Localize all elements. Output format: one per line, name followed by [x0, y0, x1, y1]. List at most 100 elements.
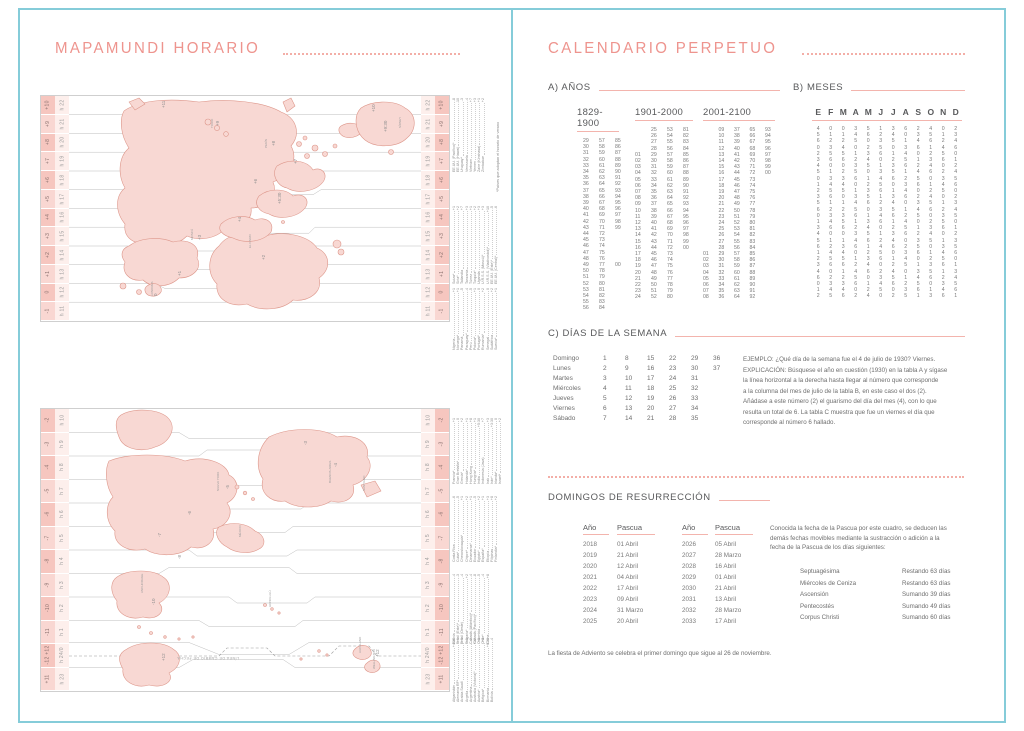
hour-label: h 8	[424, 463, 431, 472]
month-letter: A	[852, 107, 859, 117]
years-cell: 55	[667, 139, 673, 146]
dotted-filler	[477, 291, 481, 335]
month-code-cell: 6	[954, 287, 958, 294]
weekday-number: 7	[603, 415, 607, 422]
years-row: 15 43 71 99	[703, 164, 781, 170]
years-cell: 81	[599, 286, 605, 293]
years-cell: 86	[683, 158, 689, 165]
month-letter: D	[952, 107, 959, 117]
years-row: 32 60 88	[583, 157, 631, 163]
hour-cell: h 1	[421, 620, 435, 644]
years-row: 21 49 77	[703, 201, 781, 207]
years-cell: 42	[734, 158, 740, 165]
easter-cell: 17 Abril	[617, 585, 639, 592]
month-code-cell: 1	[854, 256, 858, 263]
dotted-filler	[485, 648, 489, 687]
hour-cell: h 2	[55, 597, 69, 621]
dotted-filler	[473, 645, 477, 671]
feast-name: Corpus Christi	[800, 614, 840, 622]
utc-offset-cell: +9	[41, 114, 55, 134]
years-cell: 15	[718, 164, 725, 171]
years-cell: 24	[635, 294, 641, 301]
hour-cell: h 24/0	[421, 644, 435, 668]
years-cell: 31	[651, 164, 657, 171]
city-label: BUENOS AIRES	[328, 461, 332, 483]
utc-offset-cell: -4	[41, 456, 55, 480]
months-row: 0 3 3 6 1 4 6 2 5 0 3 5	[812, 281, 962, 287]
utc-offset-label: +1	[439, 270, 445, 277]
landmass-india	[256, 189, 308, 218]
month-code-cell: 2	[941, 169, 945, 176]
hour-label: h 1	[58, 627, 65, 636]
month-code-cell: 0	[941, 194, 945, 201]
month-code-cell: 6	[854, 243, 858, 250]
years-group: 1829-1900 29 57 85 30 58 86 31 59 87 32 60 88 33 61 89 3…	[577, 107, 631, 312]
years-cell: 56	[734, 244, 740, 251]
timezone-row: h 19 +7	[421, 152, 449, 171]
years-row: 24 52 80	[703, 220, 781, 226]
years-cell: 07	[635, 189, 641, 196]
month-code-cell: 1	[941, 237, 945, 244]
years-cell: 66	[599, 193, 605, 200]
month-code-cell: 3	[879, 169, 883, 176]
timezone-row: -3 h 9	[41, 432, 69, 456]
dotted-filler	[464, 501, 468, 549]
island-ireland	[136, 289, 142, 295]
month-code-cell: 1	[954, 157, 958, 164]
weekday-name: Lunes	[553, 365, 571, 372]
hour-cell: h 16	[421, 208, 435, 228]
years-cell: 74	[749, 182, 756, 189]
years-cell: 04	[703, 269, 709, 276]
country-offset-entry: Zimbabue +2	[481, 98, 485, 172]
weekday-number: 32	[691, 385, 699, 392]
month-letter: M	[839, 107, 847, 117]
month-code-cell: 3	[854, 194, 858, 201]
month-code-cell: 5	[829, 256, 833, 263]
years-cell: 92	[683, 195, 689, 202]
years-cell: 77	[599, 262, 605, 269]
timezone-row: +4 h 16	[41, 208, 69, 228]
month-code-cell: 0	[916, 150, 920, 157]
utc-offset-cell: +3	[435, 227, 449, 246]
years-cell: 78	[749, 207, 756, 214]
years-cell: 91	[615, 175, 621, 182]
dotted-filler	[460, 102, 464, 157]
weekday-number: 21	[647, 415, 655, 422]
country-offset-entry: Finlandia* +2	[494, 496, 498, 562]
utc-offset-cell: +5	[435, 189, 449, 209]
timezone-row: h 3 -9	[421, 573, 449, 597]
years-cell: 67	[749, 139, 756, 146]
zone-offset-label: -6	[187, 511, 192, 515]
hour-label: h 8	[58, 463, 65, 472]
years-cell: 90	[683, 182, 689, 189]
years-cell: 60	[599, 156, 605, 163]
utc-offset-cell: -5	[435, 479, 449, 503]
country-offset-list: EE.UU. (Pacífico)* -8 EE.UU. (Hawai) -10 Uru…	[452, 98, 486, 172]
month-code-cell: 1	[841, 200, 845, 207]
zone-offset-label: 0	[153, 293, 158, 296]
years-cell: 68	[599, 206, 605, 213]
years-cell: 61	[734, 275, 740, 282]
timezone-row: h 11 -1	[421, 302, 449, 321]
utc-offset-cell: -11	[435, 620, 449, 644]
city-label: PEKÍN	[264, 139, 268, 148]
years-cell: 48	[651, 269, 657, 276]
years-row: 09 37 65 93	[635, 201, 699, 207]
month-code-cell: 1	[879, 194, 883, 201]
feast-rule: Sumando 39 días	[902, 591, 951, 599]
hour-cell: h 11	[55, 302, 69, 321]
years-row: 34 62 90	[583, 169, 631, 175]
weekday-name: Sábado	[553, 415, 576, 422]
month-code-cell: 2	[891, 157, 895, 164]
hour-label: h 3	[424, 580, 431, 589]
weekday-number: 15	[647, 355, 655, 362]
month-code-cell: 0	[954, 256, 958, 263]
hour-label: h 21	[425, 118, 431, 130]
years-cell: 47	[734, 189, 740, 196]
years-cell: 21	[718, 201, 725, 208]
zone-offset-label: +1	[177, 270, 182, 276]
hour-label: h 7	[58, 486, 65, 495]
city-label: MÉXICO	[237, 524, 242, 537]
month-code-cell: 1	[916, 225, 920, 232]
landmass-south-america	[257, 429, 371, 508]
